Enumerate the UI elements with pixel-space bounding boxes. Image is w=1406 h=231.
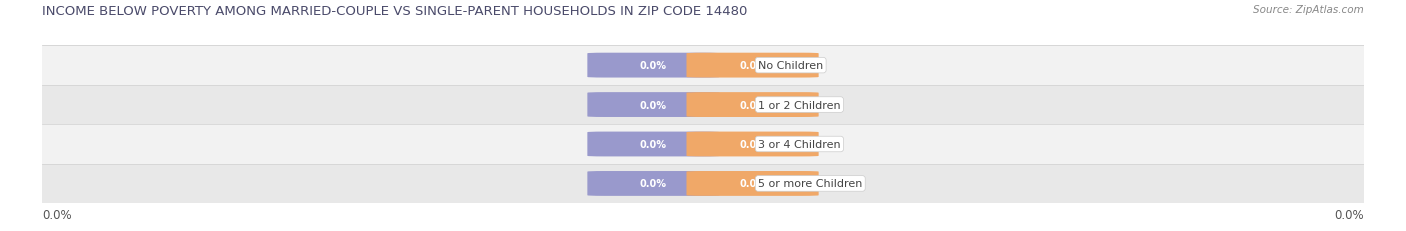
Text: 1 or 2 Children: 1 or 2 Children — [758, 100, 841, 110]
Text: Source: ZipAtlas.com: Source: ZipAtlas.com — [1253, 5, 1364, 15]
FancyBboxPatch shape — [42, 125, 1364, 164]
Text: No Children: No Children — [758, 61, 824, 71]
FancyBboxPatch shape — [588, 132, 720, 157]
FancyBboxPatch shape — [42, 46, 1364, 85]
Text: 0.0%: 0.0% — [740, 139, 766, 149]
Text: 0.0%: 0.0% — [740, 61, 766, 71]
FancyBboxPatch shape — [42, 85, 1364, 125]
Text: 0.0%: 0.0% — [42, 208, 72, 221]
FancyBboxPatch shape — [686, 171, 818, 196]
FancyBboxPatch shape — [588, 171, 720, 196]
FancyBboxPatch shape — [588, 93, 720, 118]
FancyBboxPatch shape — [588, 53, 720, 78]
Text: 0.0%: 0.0% — [740, 100, 766, 110]
Text: 0.0%: 0.0% — [640, 100, 666, 110]
FancyBboxPatch shape — [42, 164, 1364, 203]
Text: 0.0%: 0.0% — [1334, 208, 1364, 221]
FancyBboxPatch shape — [686, 53, 818, 78]
FancyBboxPatch shape — [686, 132, 818, 157]
Text: 0.0%: 0.0% — [640, 179, 666, 189]
Text: INCOME BELOW POVERTY AMONG MARRIED-COUPLE VS SINGLE-PARENT HOUSEHOLDS IN ZIP COD: INCOME BELOW POVERTY AMONG MARRIED-COUPL… — [42, 5, 748, 18]
Text: 0.0%: 0.0% — [640, 139, 666, 149]
Text: 0.0%: 0.0% — [640, 61, 666, 71]
Text: 0.0%: 0.0% — [740, 179, 766, 189]
Text: 3 or 4 Children: 3 or 4 Children — [758, 139, 841, 149]
FancyBboxPatch shape — [686, 93, 818, 118]
Text: 5 or more Children: 5 or more Children — [758, 179, 862, 189]
